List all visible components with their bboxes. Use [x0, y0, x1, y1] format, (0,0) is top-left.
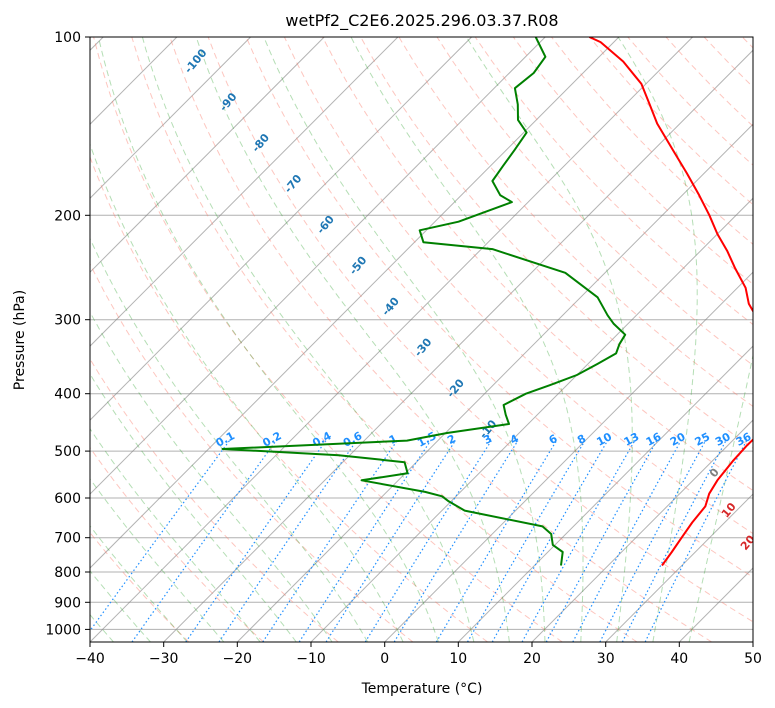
mixing-ratio-label: 13	[622, 430, 642, 449]
mixing-ratio-label: 10	[594, 430, 614, 449]
mixing-ratio-label: 25	[693, 430, 713, 449]
dry-adiabat-line	[207, 37, 753, 623]
y-tick-label: 300	[54, 313, 81, 329]
chart-title: wetPf2_C2E6.2025.296.03.37.R08	[285, 11, 558, 31]
isotherm-line	[90, 37, 325, 273]
dry-adiabat-line	[322, 37, 753, 492]
isotherm-line	[310, 197, 753, 642]
y-tick-label: 900	[54, 595, 81, 611]
isotherm-line	[457, 345, 753, 642]
x-tick-label: −30	[149, 651, 179, 667]
moist-adiabat-line	[263, 37, 546, 642]
isotherm-line	[90, 37, 251, 199]
mixing-ratio-label: 16	[644, 430, 664, 449]
moist-adiabat-line	[97, 37, 439, 642]
y-tick-label: 800	[54, 565, 81, 581]
mixing-ratio-line	[466, 440, 586, 642]
moist-adiabat-line	[90, 310, 333, 642]
mixing-ratio-label: 20	[668, 430, 688, 449]
dry-adiabat-line	[245, 37, 753, 578]
moist-adiabat-line	[90, 372, 297, 642]
dry-adiabat-line	[131, 37, 638, 642]
moist-adiabat-line	[90, 478, 225, 642]
mixing-ratio-line	[644, 440, 748, 642]
mixing-ratio-line	[521, 440, 636, 642]
moist-adiabat-line	[90, 237, 369, 642]
y-axis-label: Pressure (hPa)	[12, 290, 28, 390]
isotherm-line	[384, 271, 753, 642]
mixing-ratio-line	[545, 440, 658, 642]
x-tick-label: −40	[75, 651, 105, 667]
moist-adiabat-line	[617, 37, 698, 642]
isotherm-line	[90, 37, 620, 569]
x-tick-label: 20	[523, 651, 541, 667]
x-tick-label: 30	[597, 651, 615, 667]
mixing-ratio-line	[364, 440, 492, 642]
dry-adiabat-line	[169, 37, 712, 642]
dry-adiabat-line	[283, 37, 753, 535]
isotherm-line	[605, 493, 753, 642]
x-tick-label: 50	[744, 651, 762, 667]
mixing-ratio-line	[435, 440, 558, 642]
moist-adiabat-line	[465, 37, 633, 642]
mixing-ratio-line	[262, 440, 398, 642]
mixing-ratio-line	[393, 440, 519, 642]
dry-adiabat-line	[90, 446, 264, 642]
y-tick-label: 200	[54, 208, 81, 224]
isotherm-line	[90, 37, 399, 347]
dewpoint-line	[221, 37, 627, 566]
moist-adiabat-line	[90, 142, 404, 642]
profile-series	[221, 37, 753, 567]
x-tick-label: 10	[449, 651, 467, 667]
dry-adiabat-line	[90, 262, 414, 642]
plot-frame	[89, 36, 754, 643]
isotherm-line	[236, 123, 753, 642]
mixing-ratio-line	[572, 440, 682, 642]
mixing-ratio-line	[90, 440, 230, 632]
moist-adiabat-line	[141, 37, 475, 642]
isotherm-line	[531, 419, 753, 642]
x-tick-label: 40	[670, 651, 688, 667]
x-axis: −40 −30 −20 −10 0 10 20 30 40 50	[75, 642, 762, 667]
y-axis: 100 200 300 400 500 600 700 800 900 1000	[45, 30, 90, 638]
y-tick-label: 100	[54, 30, 81, 46]
x-tick-label: 0	[380, 651, 389, 667]
background-lines	[90, 37, 753, 642]
dry-adiabat-line	[474, 37, 753, 326]
moist-adiabat-line	[90, 570, 151, 642]
isotherm-line	[90, 37, 693, 642]
y-tick-label: 700	[54, 531, 81, 547]
isotherm-line	[90, 37, 546, 495]
y-tick-label: 600	[54, 491, 81, 507]
dry-adiabat-line	[512, 37, 753, 285]
mixing-ratio-line	[491, 440, 609, 642]
y-tick-label: 400	[54, 387, 81, 403]
moist-adiabat-line	[195, 37, 510, 642]
moist-adiabat-line	[350, 37, 584, 642]
mixing-ratio-line	[185, 440, 327, 642]
dry-adiabat-line	[436, 37, 753, 366]
x-tick-label: −10	[296, 651, 326, 667]
mixing-ratio-label: 30	[713, 430, 733, 449]
moist-adiabat-line	[90, 427, 261, 642]
dry-adiabat-line	[93, 37, 563, 642]
x-axis-label: Temperature (°C)	[361, 681, 483, 697]
mixing-ratio-line	[218, 440, 358, 642]
moist-adiabat-line	[90, 525, 188, 642]
dry-adiabat-line	[90, 357, 339, 642]
isotherm-line	[90, 37, 472, 421]
mixing-ratio-line	[325, 440, 456, 642]
temperature-line	[588, 37, 753, 567]
y-tick-label: 1000	[45, 622, 81, 638]
moist-adiabat-line	[688, 352, 753, 642]
y-tick-label: 500	[54, 444, 81, 460]
x-tick-label: −20	[223, 651, 253, 667]
